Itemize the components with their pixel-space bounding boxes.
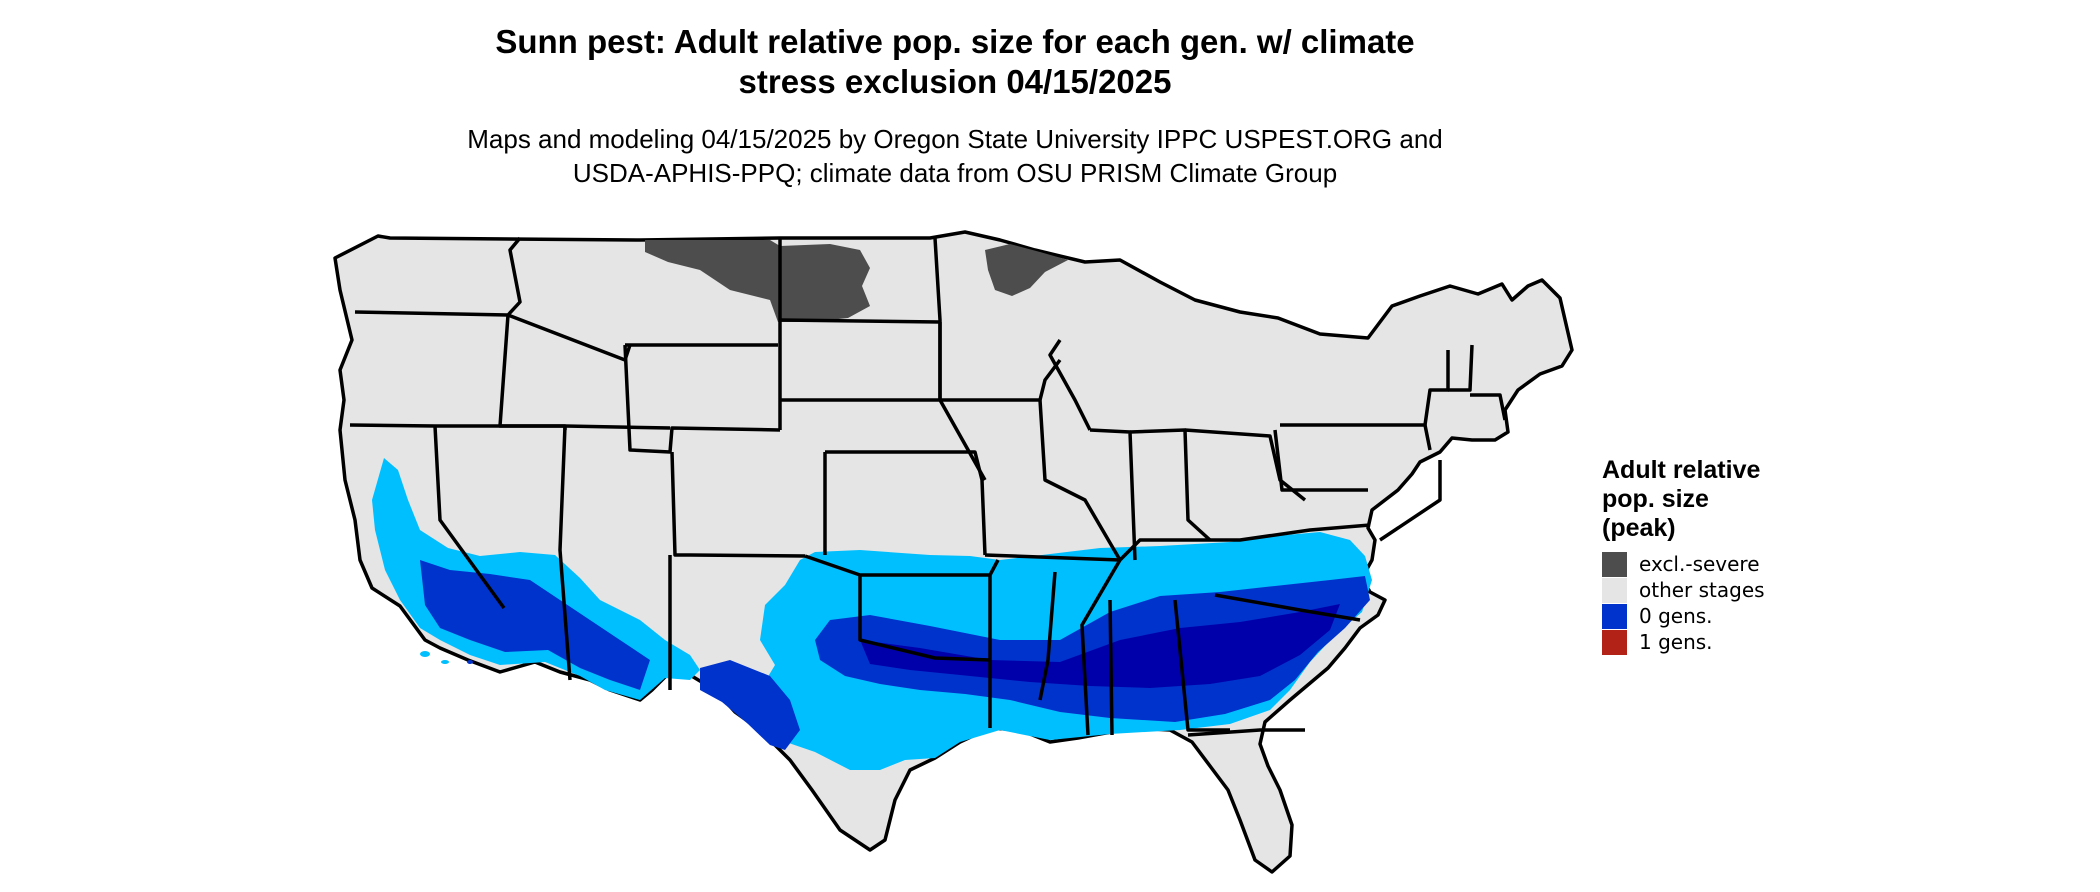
island-shape <box>420 651 430 657</box>
legend-swatch-1-gens <box>1602 629 1627 655</box>
legend-title-line-3: (peak) <box>1602 514 1676 542</box>
excluded-zone-minnesota <box>985 244 1068 296</box>
island-shape <box>441 660 449 664</box>
us-landmass <box>333 230 1574 874</box>
legend-label-1-gens: 1 gens. <box>1639 630 1713 654</box>
map-subtitle: Maps and modeling 04/15/2025 by Oregon S… <box>0 122 1910 190</box>
island-shape <box>467 660 473 664</box>
legend-label-other-stages: other stages <box>1639 578 1765 602</box>
legend-item-excl-severe: excl.-severe <box>1602 551 1765 577</box>
suitability-band-mid-west <box>420 560 650 690</box>
legend-title: Adult relative pop. size (peak) <box>1602 456 1765 543</box>
legend-title-line-2: pop. size <box>1602 485 1709 513</box>
legend-swatch-0-gens <box>1602 603 1627 629</box>
legend-label-excl-severe: excl.-severe <box>1639 552 1760 576</box>
map-subtitle-line-1: Maps and modeling 04/15/2025 by Oregon S… <box>467 124 1443 154</box>
map-subtitle-line-2: USDA-APHIS-PPQ; climate data from OSU PR… <box>572 158 1338 188</box>
map-title-line-1: Sunn pest: Adult relative pop. size for … <box>495 23 1415 60</box>
legend-item-other-stages: other stages <box>1602 577 1765 603</box>
state-borders <box>349 236 1507 737</box>
legend-swatch-other-stages <box>1602 577 1627 603</box>
map-title: Sunn pest: Adult relative pop. size for … <box>0 22 1910 102</box>
map-legend: Adult relative pop. size (peak) excl.-se… <box>1602 456 1765 655</box>
legend-item-1-gens: 1 gens. <box>1602 629 1765 655</box>
suitability-band-dark-east <box>860 604 1340 688</box>
legend-title-line-1: Adult relative <box>1602 456 1761 484</box>
map-title-line-2: stress exclusion 04/15/2025 <box>738 63 1172 100</box>
legend-swatch-excl-severe <box>1602 551 1627 577</box>
legend-label-0-gens: 0 gens. <box>1639 604 1713 628</box>
excluded-zone-north <box>645 240 870 322</box>
suitability-band-mid-east <box>815 576 1370 722</box>
suitability-band-texas <box>700 660 800 750</box>
legend-item-0-gens: 0 gens. <box>1602 603 1765 629</box>
